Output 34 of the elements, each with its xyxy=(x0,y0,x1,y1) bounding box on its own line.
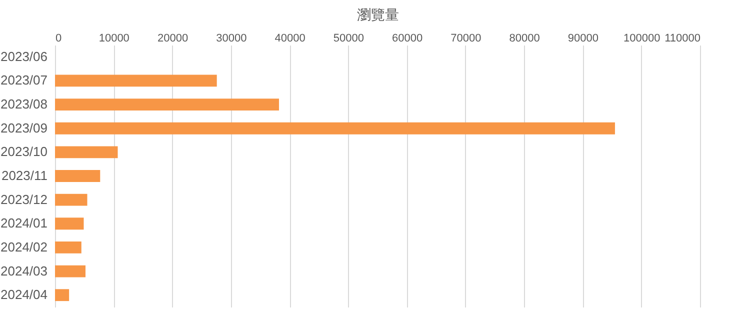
y-tick-label: 2023/08 xyxy=(0,96,48,112)
bar xyxy=(55,242,82,254)
bar xyxy=(55,146,118,158)
bar xyxy=(55,74,217,87)
x-tick-label: 10000 xyxy=(98,32,130,44)
y-tick-label: 2024/03 xyxy=(0,263,48,278)
bar xyxy=(55,170,100,182)
y-tick-label: 2023/06 xyxy=(0,48,48,64)
bar xyxy=(55,218,84,230)
x-axis-title: 瀏覽量 xyxy=(357,6,399,22)
y-tick-label: 2023/10 xyxy=(0,144,48,160)
bar xyxy=(55,289,70,302)
x-tick-label: 30000 xyxy=(216,32,247,44)
x-tick-label: 90000 xyxy=(568,32,599,44)
x-tick-label: 50000 xyxy=(333,32,364,44)
y-tick-label: 2023/07 xyxy=(0,72,48,88)
y-tick-label: 2023/12 xyxy=(0,192,48,207)
y-tick-label: 2023/09 xyxy=(0,120,48,136)
bar xyxy=(55,122,615,134)
y-tick-label: 2024/01 xyxy=(0,216,48,231)
x-tick-label: 70000 xyxy=(450,32,482,44)
x-tick-label: 60000 xyxy=(392,32,423,44)
bar xyxy=(55,265,86,278)
y-tick-label: 2024/04 xyxy=(0,287,48,302)
x-tick-label: 80000 xyxy=(509,32,540,44)
y-tick-label: 2023/11 xyxy=(1,168,48,183)
x-tick-label: 20000 xyxy=(157,32,188,44)
bar xyxy=(55,98,279,110)
y-tick-label: 2024/02 xyxy=(0,239,48,254)
x-tick-label: 100000 xyxy=(624,32,660,44)
x-tick-label: 0 xyxy=(56,32,62,44)
x-tick-label: 110000 xyxy=(664,32,700,44)
x-tick-label: 40000 xyxy=(274,32,306,44)
bar xyxy=(55,194,88,206)
